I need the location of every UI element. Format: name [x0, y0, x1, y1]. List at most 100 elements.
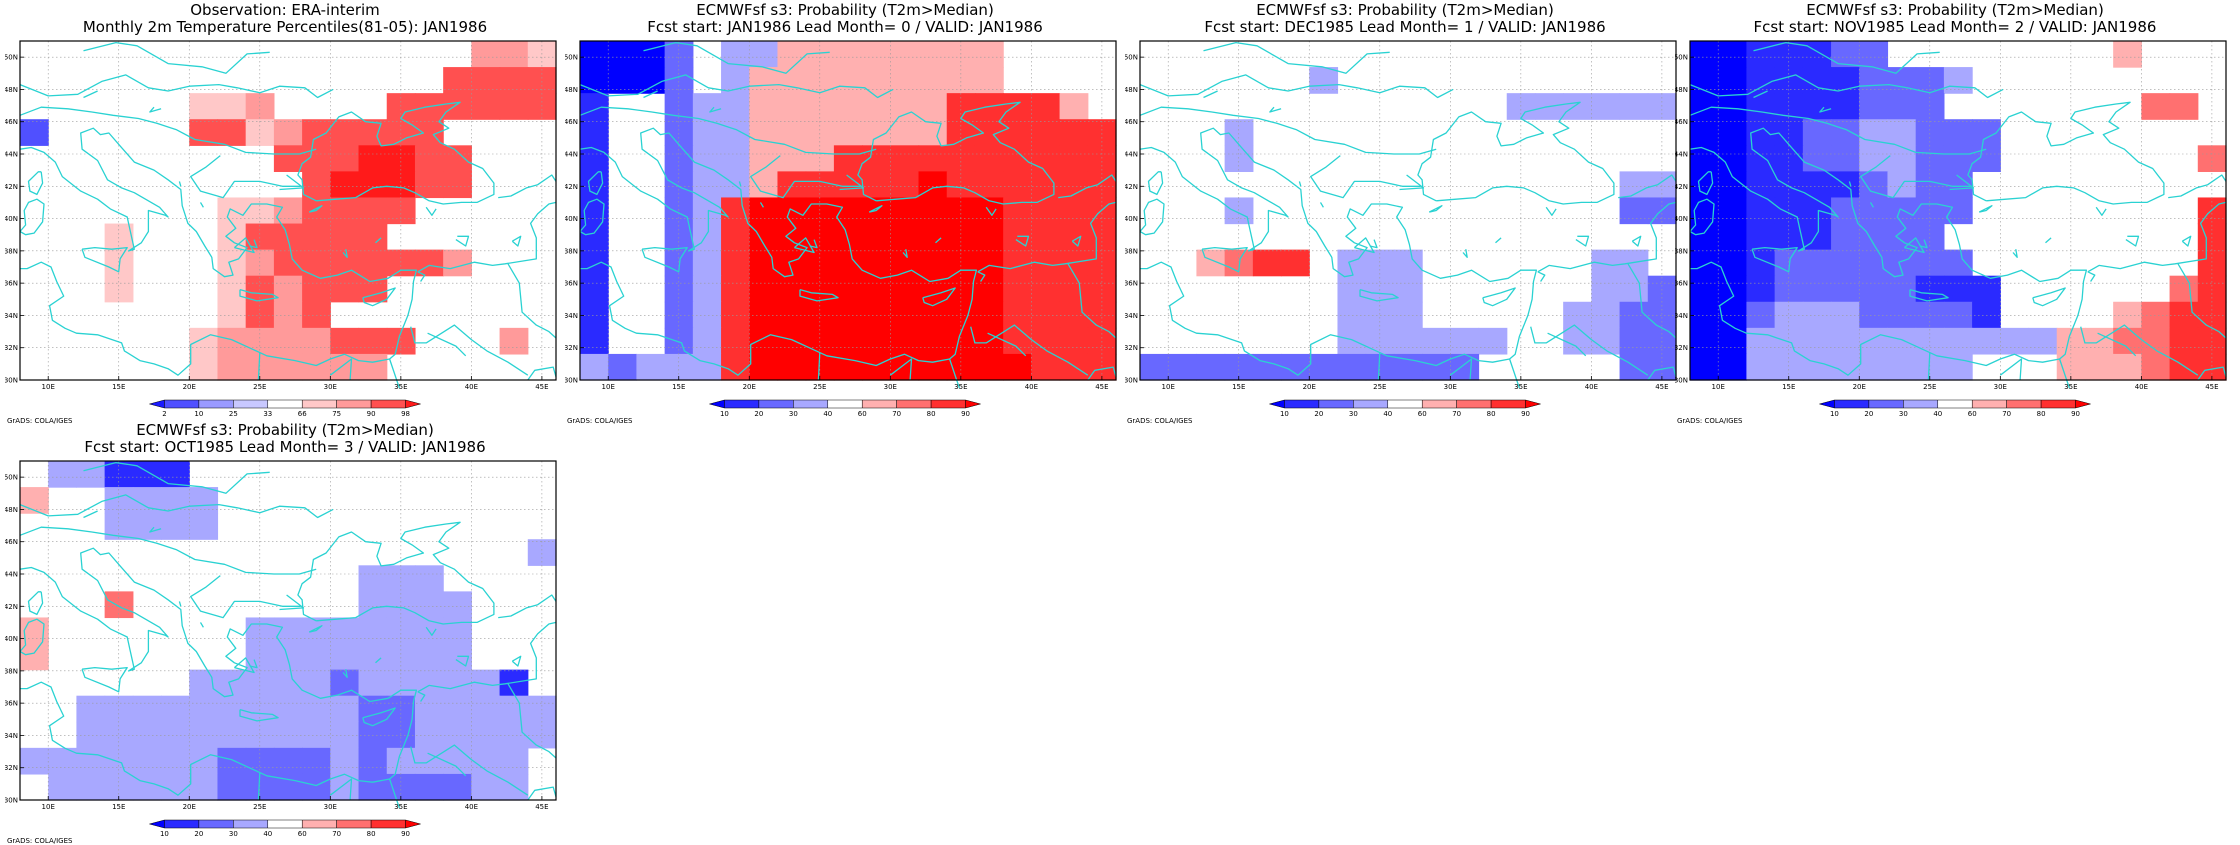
shaded-cell — [2169, 353, 2199, 381]
shaded-cell — [1859, 327, 1889, 355]
shaded-cell — [1140, 353, 1169, 381]
coastline — [1860, 155, 1971, 199]
lon-tick-label: 40E — [1025, 383, 1038, 391]
lat-tick-label: 32N — [1675, 344, 1688, 352]
shaded-cell — [189, 513, 219, 540]
coastline — [2168, 174, 2227, 199]
map-observation: 30N 32N 34N 36N 38N 40N 42N 44N 46N 48N 50N 10E 15E 2… — [5, 40, 557, 418]
lat-tick-label: 50N — [1675, 54, 1688, 62]
shaded-cell — [499, 695, 529, 723]
colorbar: 10 20 30 40 60 70 80 90 — [1818, 399, 2092, 418]
coastline — [2012, 249, 2018, 258]
shaded-cell — [330, 643, 360, 671]
shaded-cell — [330, 145, 360, 172]
colorbar-label: 25 — [229, 410, 238, 418]
shaded-cell — [499, 721, 529, 749]
coastline — [2087, 201, 2227, 273]
colorbar-label: 40 — [823, 410, 832, 418]
shaded-cell — [1619, 327, 1649, 355]
panel-title: ECMWFsf s3: Probability (T2m>Median) — [136, 421, 434, 439]
shaded-cell — [833, 145, 863, 172]
shaded-cell — [443, 93, 472, 120]
shaded-cell — [777, 327, 807, 355]
colorbar-label: 98 — [401, 410, 410, 418]
coastline — [579, 127, 978, 376]
shaded-cell — [273, 249, 303, 277]
shaded-cell — [1972, 275, 2001, 303]
shaded-cell — [217, 747, 247, 775]
shaded-cell — [1831, 197, 1860, 225]
lat-tick-label: 34N — [1675, 312, 1688, 320]
colorbar-swatch — [233, 399, 269, 409]
lat-tick-label: 38N — [5, 247, 18, 255]
shaded-cell — [974, 353, 1004, 381]
colorbar-label: 80 — [1487, 410, 1496, 418]
shaded-cell — [471, 41, 501, 68]
shaded-cell — [273, 275, 303, 303]
map-lead0: 30N 32N 34N 36N 38N 40N 42N 44N 46N 48N 50N 10E 15E 2… — [565, 40, 1117, 418]
coastline — [297, 101, 495, 205]
coastline — [1689, 127, 2088, 376]
shaded-cell — [471, 721, 501, 749]
panel-subtitle: Fcst start: NOV1985 Lead Month= 2 / VALI… — [1753, 18, 2157, 36]
coastline — [1508, 358, 1521, 389]
coastline — [1139, 74, 1454, 99]
coastline — [1848, 181, 1852, 187]
colorbar-swatch — [1818, 399, 1835, 409]
shaded-cell — [1031, 301, 1061, 329]
lon-tick-label: 10E — [42, 383, 55, 391]
shaded-cell — [946, 41, 976, 68]
shaded-cell — [273, 669, 303, 697]
shaded-cell — [414, 773, 444, 801]
shaded-cell — [1859, 275, 1889, 303]
coastline — [2197, 366, 2227, 381]
shaded-cell — [1802, 93, 1832, 120]
coastline — [977, 201, 1117, 273]
shaded-cell — [1746, 41, 1776, 68]
shaded-cell — [302, 275, 331, 303]
colorbar-label: 90 — [401, 830, 410, 838]
shaded-cell — [918, 353, 948, 381]
shaded-cell — [580, 93, 609, 120]
coastline — [190, 155, 301, 199]
colorbar: 10 20 30 40 60 70 80 90 — [148, 819, 422, 838]
coastline — [83, 510, 98, 519]
lon-tick-label: 25E — [813, 383, 826, 391]
shaded-cell — [1859, 145, 1889, 172]
lon-tick-label: 15E — [112, 803, 125, 811]
shaded-cell — [302, 327, 331, 355]
shaded-cell — [1859, 223, 1889, 251]
shaded-cell — [974, 145, 1004, 172]
coastline — [2095, 206, 2107, 216]
coastline — [233, 657, 255, 674]
colorbar-swatch — [2006, 399, 2042, 409]
colorbar-swatch — [164, 399, 200, 409]
lat-tick-label: 50N — [565, 54, 578, 62]
shaded-cell — [414, 721, 444, 749]
shaded-cell — [471, 93, 501, 120]
colorbar-swatch — [336, 819, 372, 829]
shaded-cell — [862, 223, 891, 251]
coastline — [935, 237, 942, 244]
shaded-cell — [358, 119, 388, 146]
shaded-cell — [1422, 327, 1451, 355]
shaded-cell — [1690, 145, 1719, 172]
shaded-cell — [1393, 249, 1423, 277]
shaded-cell — [527, 93, 557, 120]
shaded-cell — [273, 643, 303, 671]
shaded-cell — [273, 301, 303, 329]
coastline — [643, 41, 830, 74]
colorbar-label: 30 — [1349, 410, 1358, 418]
shaded-field — [1140, 67, 1677, 381]
shaded-cell — [1690, 223, 1719, 251]
panel-title: ECMWFsf s3: Probability (T2m>Median) — [1806, 1, 2104, 19]
shaded-cell — [749, 67, 779, 94]
gridlines — [20, 41, 556, 380]
coastline — [1530, 324, 1649, 376]
colorbar-swatch — [301, 399, 337, 409]
shaded-cell — [302, 747, 331, 775]
shaded-cell — [1281, 249, 1310, 277]
lon-tick-label: 25E — [1923, 383, 1936, 391]
coastlines — [1139, 41, 1677, 389]
colorbar-swatch — [1937, 399, 1973, 409]
